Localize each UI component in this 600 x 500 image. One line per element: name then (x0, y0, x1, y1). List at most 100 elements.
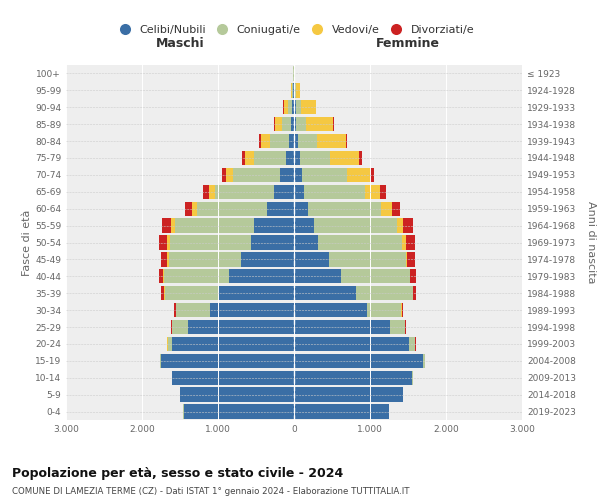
Bar (390, 320, 405, 334)
Text: Femmine: Femmine (376, 37, 440, 50)
Bar (397, 218, 403, 233)
Bar (266, 202, 294, 216)
Bar (304, 184, 365, 199)
Bar (170, 236, 251, 250)
Bar (222, 168, 226, 182)
Bar (259, 134, 260, 148)
Bar (346, 134, 347, 148)
Bar (294, 303, 367, 318)
Bar (314, 218, 397, 233)
Bar (406, 236, 415, 250)
Bar (347, 168, 370, 182)
Bar (331, 151, 359, 165)
Bar (423, 354, 425, 368)
Bar (401, 303, 403, 318)
Bar (294, 117, 296, 132)
Bar (185, 202, 192, 216)
Bar (294, 100, 296, 114)
Bar (175, 218, 254, 233)
Text: Popolazione per età, sesso e stato civile - 2024: Popolazione per età, sesso e stato civil… (12, 468, 343, 480)
Bar (215, 184, 274, 199)
Bar (300, 151, 331, 165)
Bar (176, 303, 211, 318)
Bar (317, 134, 346, 148)
Bar (165, 286, 218, 300)
Bar (160, 236, 167, 250)
Bar (333, 117, 334, 132)
Bar (171, 320, 172, 334)
Bar (293, 83, 294, 98)
Bar (294, 83, 295, 98)
Bar (282, 117, 292, 132)
Bar (180, 388, 294, 402)
Bar (294, 252, 329, 266)
Bar (172, 320, 188, 334)
Bar (284, 100, 288, 114)
Bar (392, 202, 400, 216)
Bar (412, 370, 413, 385)
Bar (289, 134, 294, 148)
Bar (410, 269, 416, 283)
Bar (294, 354, 423, 368)
Bar (294, 336, 409, 351)
Bar (296, 83, 300, 98)
Legend: Celibi/Nubili, Coniugati/e, Vedovi/e, Divorziati/e: Celibi/Nubili, Coniugati/e, Vedovi/e, Di… (109, 21, 479, 40)
Bar (197, 202, 266, 216)
Bar (296, 100, 301, 114)
Bar (168, 336, 172, 351)
Bar (295, 83, 296, 98)
Bar (294, 134, 298, 148)
Bar (317, 236, 402, 250)
Bar (233, 168, 280, 182)
Bar (294, 184, 304, 199)
Bar (356, 286, 413, 300)
Bar (192, 202, 197, 216)
Bar (292, 117, 294, 132)
Bar (294, 269, 341, 283)
Y-axis label: Fasce di età: Fasce di età (22, 210, 32, 276)
Bar (406, 252, 407, 266)
Bar (167, 252, 169, 266)
Bar (382, 202, 392, 216)
Bar (260, 134, 269, 148)
Bar (172, 336, 294, 351)
Bar (269, 134, 289, 148)
Bar (403, 218, 413, 233)
Bar (402, 236, 406, 250)
Bar (163, 269, 164, 283)
Bar (184, 404, 294, 418)
Bar (301, 100, 316, 114)
Bar (169, 252, 241, 266)
Bar (294, 168, 302, 182)
Bar (294, 151, 300, 165)
Bar (302, 168, 347, 182)
Bar (341, 269, 410, 283)
Bar (286, 151, 294, 165)
Bar (188, 320, 294, 334)
Bar (292, 100, 294, 114)
Y-axis label: Anni di nascita: Anni di nascita (586, 201, 596, 284)
Bar (329, 252, 406, 266)
Bar (229, 269, 294, 283)
Bar (160, 354, 161, 368)
Bar (298, 134, 317, 148)
Bar (254, 218, 294, 233)
Bar (209, 184, 215, 199)
Bar (288, 100, 292, 114)
Bar (413, 286, 416, 300)
Bar (161, 252, 167, 266)
Bar (294, 370, 412, 385)
Bar (242, 151, 245, 165)
Bar (274, 117, 275, 132)
Text: COMUNE DI LAMEZIA TERME (CZ) - Dati ISTAT 1° gennaio 2024 - Elaborazione TUTTITA: COMUNE DI LAMEZIA TERME (CZ) - Dati ISTA… (12, 488, 409, 496)
Bar (159, 269, 163, 283)
Text: Maschi: Maschi (155, 37, 205, 50)
Bar (161, 354, 294, 368)
Bar (380, 184, 386, 199)
Bar (167, 236, 170, 250)
Bar (171, 218, 175, 233)
Bar (251, 236, 294, 250)
Bar (254, 151, 286, 165)
Bar (211, 303, 294, 318)
Bar (407, 252, 415, 266)
